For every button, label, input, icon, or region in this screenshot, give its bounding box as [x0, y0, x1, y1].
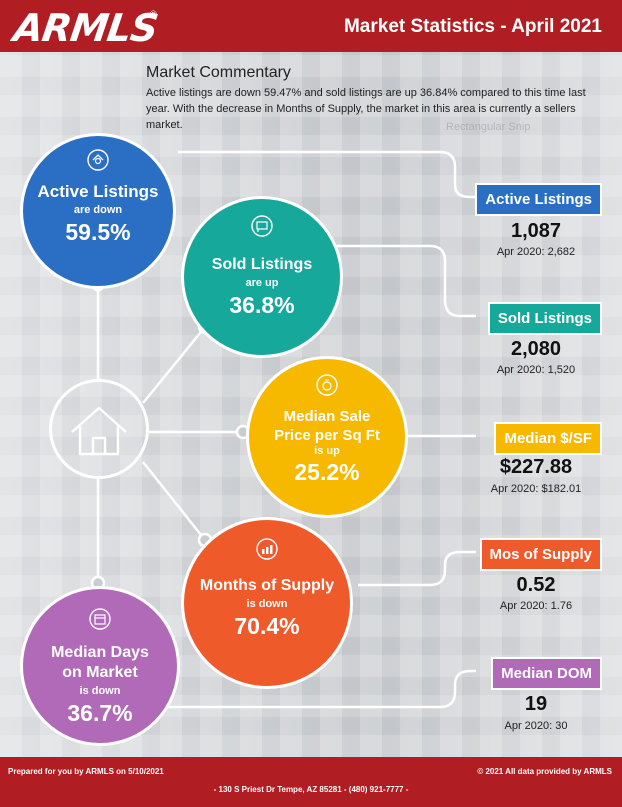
house-hub: [49, 379, 149, 479]
median-dom-sub: is down: [79, 685, 121, 697]
page-title: Market Statistics - April 2021: [343, 16, 602, 37]
sold-listings-change: 36.8%: [229, 292, 295, 318]
footer-bar: Prepared for you by ARMLS on 5/10/2021 ©…: [0, 757, 622, 807]
active-listings-circle: Active Listings are down 59.5%: [20, 133, 176, 289]
median-price-sub: is up: [314, 445, 340, 457]
months-supply-change: 70.4%: [234, 613, 300, 639]
months-supply-circle: Months of Supply is down 70.4%: [181, 517, 353, 689]
active-listings-tag: Active Listings: [475, 183, 602, 216]
median-price-title-1: Median Sale: [283, 408, 371, 425]
snip-watermark: Rectangular Snip: [446, 121, 531, 133]
address-text: - 130 S Priest Dr Tempe, AZ 85281 - (480…: [213, 785, 409, 794]
months-supply-prev: Apr 2020: 1.76: [499, 600, 573, 612]
months-supply-value: 0.52: [516, 574, 556, 596]
chart-icon: [256, 538, 278, 560]
median-price-prev: Apr 2020: $182.01: [490, 483, 582, 495]
active-listings-sub: are down: [73, 204, 123, 216]
median-price-title-2: Price per Sq Ft: [274, 427, 380, 444]
prepared-for-text: Prepared for you by ARMLS on 5/10/2021: [8, 767, 164, 776]
sold-listings-value: 2,080: [510, 338, 562, 360]
months-supply-sub: is down: [246, 598, 288, 610]
active-listings-prev: Apr 2020: 2,682: [496, 246, 576, 258]
median-dom-title-1: Median Days: [51, 644, 149, 661]
active-listings-title: Active Listings: [37, 182, 159, 201]
median-dom-change: 36.7%: [67, 700, 133, 726]
copyright-text: © 2021 All data provided by ARMLS: [477, 767, 612, 776]
median-dom-value: 19: [524, 693, 548, 715]
active-listings-value: 1,087: [510, 220, 562, 242]
sold-listings-sub: are up: [245, 277, 279, 289]
median-price-circle: Median Sale Price per Sq Ft is up 25.2%: [246, 356, 408, 518]
calendar-icon: [89, 608, 111, 630]
months-supply-tag: Mos of Supply: [479, 538, 602, 571]
active-listings-change: 59.5%: [65, 219, 131, 245]
sold-listings-tag: Sold Listings: [487, 302, 602, 335]
sold-listings-title: Sold Listings: [211, 256, 313, 273]
commentary-text: Active listings are down 59.47% and sold…: [146, 87, 586, 131]
months-supply-title: Months of Supply: [199, 577, 335, 594]
median-price-tag: Median $/SF: [494, 422, 602, 455]
header-bar: ARMLS ® Market Statistics - April 2021: [0, 0, 622, 52]
money-bag-icon: [316, 374, 338, 396]
sold-listings-circle: Sold Listings are up 36.8%: [181, 196, 343, 358]
commentary-title: Market Commentary: [146, 64, 291, 81]
median-price-change: 25.2%: [294, 459, 360, 485]
median-price-value: $227.88: [499, 456, 573, 478]
registered-mark: ®: [150, 9, 157, 19]
sold-sign-icon: [251, 215, 273, 237]
house-icon: [71, 406, 127, 456]
median-dom-title-2: on Market: [62, 664, 138, 681]
median-dom-tag: Median DOM: [491, 657, 602, 690]
median-dom-prev: Apr 2020: 30: [504, 720, 568, 732]
market-commentary: Market Commentary Active listings are do…: [146, 64, 596, 133]
median-dom-circle: Median Days on Market is down 36.7%: [20, 586, 180, 746]
sold-listings-prev: Apr 2020: 1,520: [496, 364, 576, 376]
house-magnifier-icon: [87, 149, 109, 171]
